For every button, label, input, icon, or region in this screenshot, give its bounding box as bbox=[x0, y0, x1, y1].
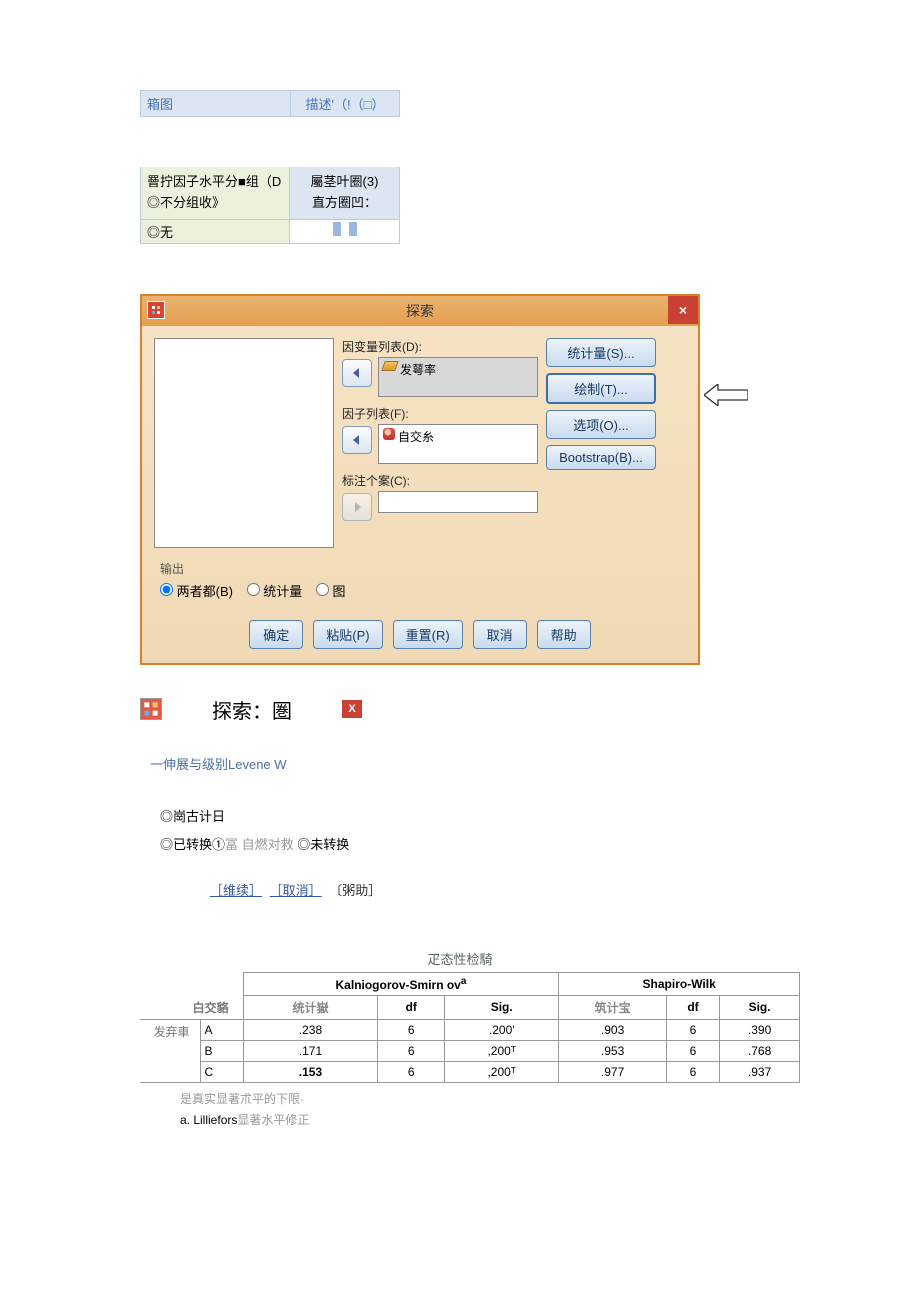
a-sw-stat: .903 bbox=[559, 1019, 667, 1040]
continue-link[interactable]: ［维续］ bbox=[210, 883, 262, 898]
boxplot-header: 箱图 bbox=[140, 90, 290, 117]
stemleaf-option[interactable]: 屬茎叶圈(3) bbox=[296, 172, 393, 193]
b-sw-sig: .768 bbox=[720, 1040, 800, 1061]
plots-button[interactable]: 绘制(T)... bbox=[546, 373, 656, 404]
variable-list[interactable] bbox=[154, 338, 334, 548]
case-label: 标注个案(C): bbox=[342, 472, 538, 489]
b-ks-df: 6 bbox=[378, 1040, 445, 1061]
a-ks-df: 6 bbox=[378, 1019, 445, 1040]
factor-item: 自交糸 bbox=[398, 428, 434, 445]
sw-sig-header: Sig. bbox=[720, 995, 800, 1019]
sw-df-header: df bbox=[666, 995, 719, 1019]
no-group-option[interactable]: ◎不分组收》 bbox=[147, 193, 283, 214]
sw-stat-header: 筑计宝 bbox=[559, 995, 667, 1019]
move-dependent-button[interactable] bbox=[342, 359, 372, 387]
normality-test-title: 疋态性检騎 bbox=[140, 949, 780, 968]
radio-stats[interactable]: 统计量 bbox=[247, 584, 303, 599]
paste-button[interactable]: 粘贴(P) bbox=[313, 620, 382, 649]
a-sw-df: 6 bbox=[666, 1019, 719, 1040]
b-ks-stat: .171 bbox=[243, 1040, 378, 1061]
bootstrap-button[interactable]: Bootstrap(B)... bbox=[546, 445, 656, 470]
ks-df-header: df bbox=[378, 995, 445, 1019]
transformed-option[interactable]: ◎已转换①冨 自燃对救 ◎未转换 bbox=[160, 831, 780, 860]
sw-header: Shapiro-Wilk bbox=[559, 972, 800, 995]
group-b: B bbox=[200, 1040, 243, 1061]
c-sw-df: 6 bbox=[666, 1061, 719, 1082]
options-button[interactable]: 选项(O)... bbox=[546, 410, 656, 439]
dependent-item: 发萼率 bbox=[400, 361, 436, 378]
ks-sig-header: Sig. bbox=[445, 995, 559, 1019]
c-ks-stat: .153 bbox=[243, 1061, 378, 1082]
sub-close-icon[interactable]: X bbox=[342, 700, 362, 718]
boxplot-options: 罾拧因子水平分■组（D ◎不分组收》 bbox=[140, 167, 290, 220]
dependent-list[interactable]: 发萼率 bbox=[378, 357, 538, 397]
factor-levels-option[interactable]: 罾拧因子水平分■组（D bbox=[147, 172, 283, 193]
dialog-title-text: 探索 bbox=[406, 301, 434, 321]
sub-app-icon bbox=[140, 698, 162, 720]
table-footnotes: 是真实显著朮平的下限· a. Lilliefors显著水平修正 bbox=[180, 1089, 780, 1132]
app-icon bbox=[147, 301, 165, 319]
sub-dialog-buttons: ［维续］ ［取消］ 〔粥助］ bbox=[210, 880, 780, 899]
ok-button[interactable]: 确定 bbox=[249, 620, 303, 649]
c-sw-sig: .937 bbox=[720, 1061, 800, 1082]
ks-stat-header: 统计嶽 bbox=[243, 995, 378, 1019]
top-options-panel: 箱图 描述'（!（□） 罾拧因子水平分■组（D ◎不分组收》 屬茎叶圈(3) 直… bbox=[140, 90, 780, 244]
b-sw-df: 6 bbox=[666, 1040, 719, 1061]
a-ks-sig: .200' bbox=[445, 1019, 559, 1040]
group-a: A bbox=[200, 1019, 243, 1040]
a-ks-stat: .238 bbox=[243, 1019, 378, 1040]
ks-header: Kalniogorov-Smirn ova bbox=[243, 972, 559, 995]
pointer-arrow-icon bbox=[704, 384, 748, 409]
c-ks-df: 6 bbox=[378, 1061, 445, 1082]
descriptive-options: 屬茎叶圈(3) 直方圈凹： bbox=[290, 167, 400, 220]
bar-2 bbox=[349, 222, 357, 236]
case-label-list[interactable] bbox=[378, 491, 538, 513]
dependent-label: 因变量列表(D): bbox=[342, 338, 538, 355]
explore-dialog: 探索 × 因变量列表(D): 发萼率 因子列表(F): bbox=[140, 294, 700, 665]
factor-label: 因子列表(F): bbox=[342, 405, 538, 422]
radio-plots[interactable]: 图 bbox=[316, 584, 346, 599]
help-button[interactable]: 帮助 bbox=[537, 620, 591, 649]
output-legend: 输出 bbox=[160, 560, 686, 577]
factor-list[interactable]: 自交糸 bbox=[378, 424, 538, 464]
footnote-lilliefors: a. Lilliefors显著水平修正 bbox=[180, 1110, 780, 1132]
b-ks-sig: ,200ᵀ bbox=[445, 1040, 559, 1061]
nominal-icon bbox=[383, 428, 395, 440]
scale-icon bbox=[381, 361, 399, 371]
b-sw-stat: .953 bbox=[559, 1040, 667, 1061]
footer-bars bbox=[290, 220, 400, 244]
statistics-button[interactable]: 统计量(S)... bbox=[546, 338, 656, 367]
normality-test-table: 白交貉 Kalniogorov-Smirn ova Shapiro-Wilk 统… bbox=[140, 972, 800, 1083]
sub-dialog-title: 探索：圏 bbox=[212, 695, 292, 724]
dialog-titlebar[interactable]: 探索 × bbox=[142, 296, 698, 326]
levene-label: 一伸展与级别Levene W bbox=[150, 754, 780, 773]
transform-options: ◎崗古计日 ◎已转换①冨 自燃对救 ◎未转换 bbox=[160, 803, 780, 860]
none-option[interactable]: ◎无 bbox=[140, 220, 290, 244]
histogram-option[interactable]: 直方圈凹： bbox=[296, 193, 393, 214]
descriptive-header: 描述'（!（□） bbox=[290, 90, 400, 117]
move-factor-button[interactable] bbox=[342, 426, 372, 454]
a-sw-sig: .390 bbox=[720, 1019, 800, 1040]
bar-1 bbox=[333, 222, 341, 236]
group-col-header: 白交貉 bbox=[140, 972, 243, 1019]
group-c: C bbox=[200, 1061, 243, 1082]
cancel-link[interactable]: ［取消］ bbox=[270, 883, 322, 898]
variable-row-label: 发弃車 bbox=[140, 1019, 200, 1082]
cancel-button[interactable]: 取消 bbox=[473, 620, 527, 649]
power-est-option[interactable]: ◎崗古计日 bbox=[160, 803, 780, 832]
move-case-button[interactable] bbox=[342, 493, 372, 521]
radio-both[interactable]: 两者都(B) bbox=[160, 584, 233, 599]
close-icon[interactable]: × bbox=[668, 296, 698, 324]
c-sw-stat: .977 bbox=[559, 1061, 667, 1082]
footnote-lowerbound: 是真实显著朮平的下限· bbox=[180, 1089, 780, 1111]
help-link[interactable]: 〔粥助］ bbox=[329, 883, 381, 898]
c-ks-sig: ,200ᵀ bbox=[445, 1061, 559, 1082]
reset-button[interactable]: 重置(R) bbox=[393, 620, 463, 649]
sub-dialog-header: 探索：圏 X bbox=[140, 695, 780, 724]
